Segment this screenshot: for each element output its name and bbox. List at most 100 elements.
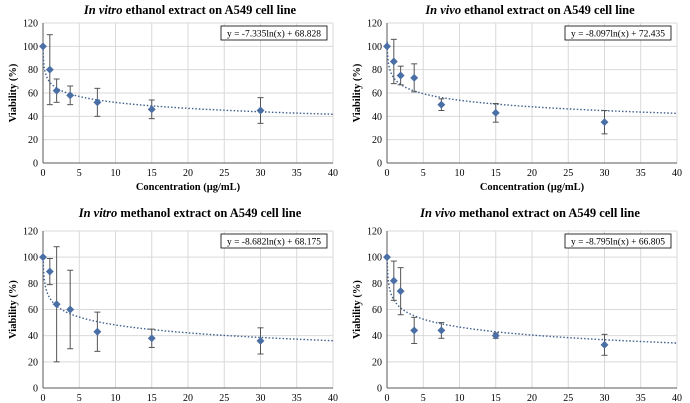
x-tick-label: 25 (563, 168, 573, 179)
y-tick-label: 100 (367, 253, 382, 264)
trendline-equation: y = -8.795ln(x) + 66.805 (571, 237, 665, 248)
chart-title-rest: ethanol extract on A549 cell line (122, 3, 296, 17)
trendline (386, 41, 677, 115)
x-tick-label: 5 (421, 393, 426, 403)
y-tick-label: 40 (372, 112, 382, 123)
chart-title: In vitro ethanol extract on A549 cell li… (83, 3, 297, 17)
y-axis-title: Viability (%) (8, 280, 19, 339)
x-tick-label: 15 (147, 168, 157, 179)
data-point (389, 276, 398, 285)
y-tick-label: 100 (23, 253, 38, 264)
y-tick-label: 20 (372, 357, 382, 368)
x-tick-label: 0 (385, 168, 390, 179)
equation-box (564, 25, 672, 41)
x-tick-label: 25 (563, 393, 573, 403)
x-tick-label: 25 (219, 393, 229, 403)
x-tick-label: 5 (77, 393, 82, 403)
data-point (147, 334, 156, 343)
chart-panel-4: In vivo methanol extract on A549 cell li… (352, 206, 682, 403)
x-tick-label: 15 (491, 393, 501, 403)
data-point (39, 42, 47, 51)
trendline-equation: y = -8.682ln(x) + 68.175 (227, 237, 321, 248)
data-point (93, 98, 102, 107)
x-axis-title: Concentration (µg/mL) (480, 182, 585, 193)
data-point (410, 326, 419, 335)
trendline-equation: y = -8.097ln(x) + 72.435 (571, 29, 665, 40)
y-tick-label: 40 (28, 331, 38, 342)
y-tick-label: 80 (372, 279, 382, 290)
y-tick-label: 80 (28, 65, 38, 76)
y-tick-label: 0 (377, 384, 382, 395)
data-point (256, 106, 265, 115)
x-tick-label: 25 (219, 168, 229, 179)
data-point (437, 100, 446, 109)
x-tick-label: 35 (636, 393, 646, 403)
y-tick-label: 120 (367, 19, 382, 30)
y-tick-label: 60 (372, 305, 382, 316)
x-tick-label: 10 (111, 168, 121, 179)
data-point (600, 118, 609, 127)
x-tick-label: 20 (527, 393, 537, 403)
x-tick-label: 40 (672, 168, 682, 179)
chart-title: In vivo methanol extract on A549 cell li… (419, 206, 640, 220)
x-tick-label: 40 (328, 168, 338, 179)
chart-title-italic: In vivo (419, 206, 456, 220)
y-tick-label: 60 (372, 89, 382, 100)
x-tick-label: 5 (77, 168, 82, 179)
y-axis-title: Viability (%) (352, 280, 363, 339)
y-tick-label: 0 (377, 159, 382, 170)
data-point (437, 326, 446, 335)
y-tick-label: 20 (28, 135, 38, 146)
y-tick-label: 120 (367, 227, 382, 238)
x-tick-label: 5 (421, 168, 426, 179)
data-point (66, 91, 75, 100)
x-tick-label: 35 (292, 168, 302, 179)
trendline-equation: y = -7.335ln(x) + 68.828 (227, 29, 321, 40)
y-tick-label: 120 (23, 227, 38, 238)
data-point (600, 340, 609, 349)
x-tick-label: 30 (256, 168, 266, 179)
y-tick-label: 40 (28, 112, 38, 123)
x-tick-label: 15 (491, 168, 501, 179)
y-tick-label: 80 (372, 65, 382, 76)
data-point (491, 331, 500, 340)
x-tick-label: 10 (111, 393, 121, 403)
equation-box (220, 25, 328, 41)
y-tick-label: 100 (23, 42, 38, 53)
data-point (383, 42, 391, 51)
chart-panel-1: In vitro ethanol extract on A549 cell li… (8, 3, 338, 193)
data-point (52, 300, 61, 309)
x-tick-label: 0 (385, 393, 390, 403)
data-point (45, 267, 54, 276)
y-tick-label: 100 (367, 42, 382, 53)
x-tick-label: 30 (600, 168, 610, 179)
x-tick-label: 15 (147, 393, 157, 403)
data-point (410, 73, 419, 82)
x-tick-label: 40 (328, 393, 338, 403)
y-tick-label: 80 (28, 279, 38, 290)
y-tick-label: 40 (372, 331, 382, 342)
x-tick-label: 35 (636, 168, 646, 179)
data-point (383, 253, 391, 262)
chart-panel-3: In vitro methanol extract on A549 cell l… (8, 206, 338, 403)
x-tick-label: 0 (41, 168, 46, 179)
x-tick-label: 20 (183, 168, 193, 179)
equation-box (220, 233, 328, 249)
y-tick-label: 20 (372, 135, 382, 146)
chart-title-italic: In vitro (83, 3, 123, 17)
x-tick-label: 10 (455, 393, 465, 403)
chart-title-rest: ethanol extract on A549 cell line (461, 3, 635, 17)
x-tick-label: 0 (41, 393, 46, 403)
x-tick-label: 30 (600, 393, 610, 403)
data-point (396, 287, 405, 296)
y-axis-title: Viability (%) (8, 63, 19, 122)
x-tick-label: 20 (183, 393, 193, 403)
data-point (39, 253, 47, 262)
data-point (256, 336, 265, 345)
x-tick-label: 40 (672, 393, 682, 403)
chart-title-italic: In vivo (424, 3, 461, 17)
y-tick-label: 60 (28, 89, 38, 100)
chart-title: In vitro methanol extract on A549 cell l… (78, 206, 302, 220)
data-point (389, 57, 398, 66)
y-tick-label: 120 (23, 19, 38, 30)
